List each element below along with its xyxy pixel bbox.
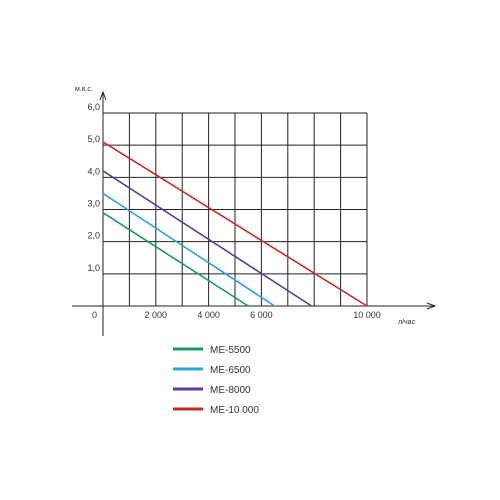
y-axis-label: м.в.с. bbox=[75, 86, 93, 93]
series-line bbox=[102, 141, 368, 307]
legend-label: ME-5500 bbox=[210, 345, 251, 356]
tick-labels: 0 2 000 4 000 6 000 10 000 1,0 2,0 3,0 4,0 5,0 6,0 bbox=[87, 102, 380, 320]
y-tick-label: 4,0 bbox=[87, 166, 100, 176]
x-tick-label: 10 000 bbox=[353, 310, 381, 320]
x-tick-label: 6 000 bbox=[250, 310, 273, 320]
y-axis-arrow bbox=[99, 90, 107, 101]
series-line bbox=[102, 170, 312, 307]
legend-label: ME-8000 bbox=[210, 385, 251, 396]
grid bbox=[103, 112, 368, 306]
y-tick-label: 3,0 bbox=[87, 199, 100, 209]
x-tick-label: 0 bbox=[92, 310, 97, 320]
series-lines bbox=[102, 141, 368, 307]
y-tick-label: 6,0 bbox=[87, 102, 100, 112]
axes bbox=[72, 90, 437, 336]
legend: ME-5500 ME-6500 ME-8000 ME-10 000 bbox=[173, 345, 259, 416]
x-tick-label: 4 000 bbox=[197, 310, 220, 320]
y-tick-label: 5,0 bbox=[87, 134, 100, 144]
series-line bbox=[102, 192, 276, 307]
legend-label: ME-10 000 bbox=[210, 405, 259, 416]
x-axis-label: л/час bbox=[398, 319, 416, 326]
x-tick-label: 2 000 bbox=[145, 310, 168, 320]
y-tick-label: 2,0 bbox=[87, 231, 100, 241]
x-axis-arrow bbox=[426, 302, 437, 310]
series-line bbox=[102, 212, 249, 307]
legend-label: ME-6500 bbox=[210, 365, 251, 376]
y-tick-label: 1,0 bbox=[87, 263, 100, 273]
